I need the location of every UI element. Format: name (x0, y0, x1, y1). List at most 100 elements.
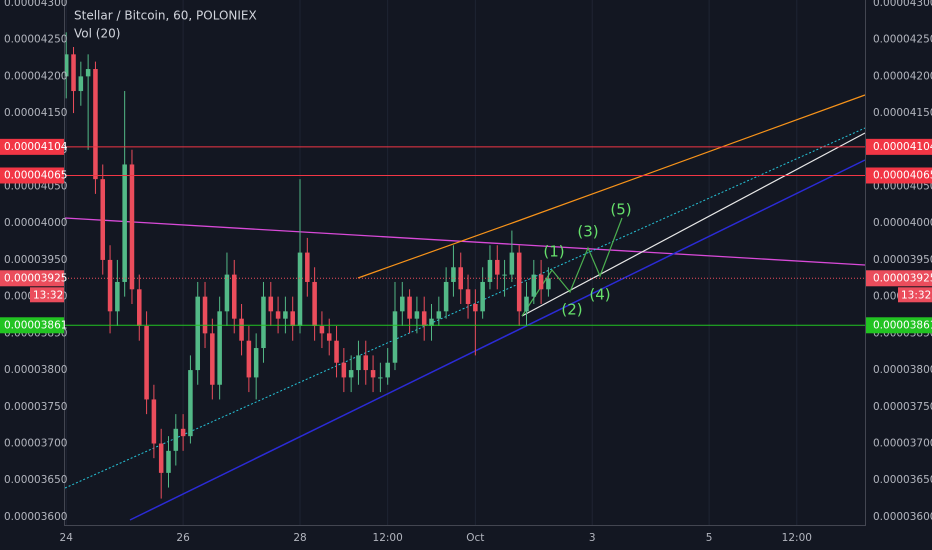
candle-body (85, 69, 91, 77)
y-tick-label: 0.00004000 (4, 217, 67, 229)
x-tick-label: 28 (293, 532, 306, 544)
y-tick-label: 0.00004200 (4, 70, 67, 82)
y-tick-label: 0.00003950 (4, 254, 67, 266)
y-tick-label: 0.00003600 (4, 511, 67, 523)
x-tick-label: 24 (60, 532, 74, 544)
candle-body (261, 296, 266, 349)
y-tick-label: 0.00003650 (873, 474, 932, 486)
candle-body (480, 281, 485, 312)
level-label: 0.00003861 (873, 319, 932, 331)
candle-body (71, 54, 76, 92)
wave-label: (5) (610, 201, 631, 219)
y-tick-label: 0.00003700 (4, 437, 67, 449)
candle-body (195, 296, 200, 371)
candle-body (473, 303, 478, 312)
candle-body (458, 267, 464, 290)
candle-body (283, 311, 288, 319)
wave-line (521, 217, 623, 317)
candle-body (312, 281, 317, 327)
level-label: 0.00003861 (4, 319, 67, 331)
chart-title: Stellar / Bitcoin, 60, POLONIEX (74, 9, 257, 23)
wave-label: (3) (577, 223, 598, 241)
candle-body (495, 259, 500, 275)
candle-body (363, 355, 369, 371)
candle-body (246, 340, 252, 378)
candle-body (341, 362, 347, 378)
price-badge (0, 270, 64, 287)
candle-body (524, 296, 529, 312)
candle-body (348, 370, 354, 378)
candle-body (538, 274, 544, 290)
candle-body (144, 326, 149, 400)
countdown: 13:32 (901, 289, 931, 301)
candle-body (129, 164, 135, 290)
y-tick-label: 0.00004150 (873, 107, 932, 119)
level-badge (866, 317, 932, 334)
candle-body (253, 348, 259, 378)
candle-body (378, 377, 383, 379)
wave-label: (4) (589, 286, 610, 304)
y-tick-label: 0.00003750 (873, 401, 932, 413)
level-badge (866, 167, 932, 184)
candle-body (421, 311, 427, 327)
y-tick-label: 0.00004300 (873, 0, 932, 9)
candle-body (275, 311, 281, 319)
level-badge (0, 317, 64, 334)
trend-line (357, 221, 516, 279)
candle-body (151, 399, 157, 444)
candle-body (166, 450, 171, 473)
y-tick-label: 0.00003600 (873, 511, 932, 523)
level-label: 0.00004065 (873, 169, 932, 181)
candle-body (531, 274, 537, 297)
candle-body (319, 326, 325, 334)
y-tick-label: 0.00004300 (4, 0, 67, 9)
candle-body (78, 76, 84, 92)
candle-body (239, 318, 244, 341)
candle-body (546, 278, 551, 290)
candle-body (451, 267, 456, 282)
x-tick-label: Oct (466, 532, 484, 544)
candle-body (502, 274, 507, 276)
x-tick-label: 5 (706, 532, 713, 544)
levels (65, 146, 865, 326)
candle-body (414, 311, 420, 319)
x-tick-label: 26 (176, 532, 190, 544)
candle-body (443, 281, 449, 312)
level-badge (0, 167, 64, 184)
drawings (64, 94, 866, 521)
x-tick-label: 12:00 (373, 532, 403, 544)
price-label: 0.00003925 (4, 272, 67, 284)
candle-body (202, 296, 208, 334)
price-badge (866, 270, 932, 287)
candle-body (137, 289, 142, 327)
y-tick-label: 0.00004050 (873, 181, 932, 193)
candle-body (436, 311, 442, 319)
candle-body (231, 274, 237, 319)
level-label: 0.00004104 (873, 141, 932, 153)
candle-body (326, 333, 332, 341)
candle-body (180, 428, 186, 437)
candle-body (305, 252, 310, 282)
countdown: 13:32 (33, 289, 63, 301)
candle-body (509, 252, 515, 275)
countdown-badge (30, 287, 64, 303)
candle-body (334, 340, 339, 363)
candle-body (268, 296, 274, 312)
candle-body (370, 370, 376, 378)
grid (65, 0, 798, 525)
y-tick-label: 0.00003800 (873, 364, 932, 376)
candle-body (224, 274, 230, 312)
candle-body (100, 179, 106, 260)
candle-body (385, 362, 390, 378)
candle-body (465, 289, 471, 304)
candle-body (487, 259, 493, 282)
y-tick-label: 0.00004200 (873, 70, 932, 82)
y-tick-label: 0.00004250 (873, 34, 932, 46)
trend-line (521, 132, 866, 317)
candle-body (93, 69, 98, 180)
y-tick-label: 0.00003650 (4, 474, 67, 486)
candle-body (516, 252, 522, 312)
y-tick-label: 0.00003950 (873, 254, 932, 266)
